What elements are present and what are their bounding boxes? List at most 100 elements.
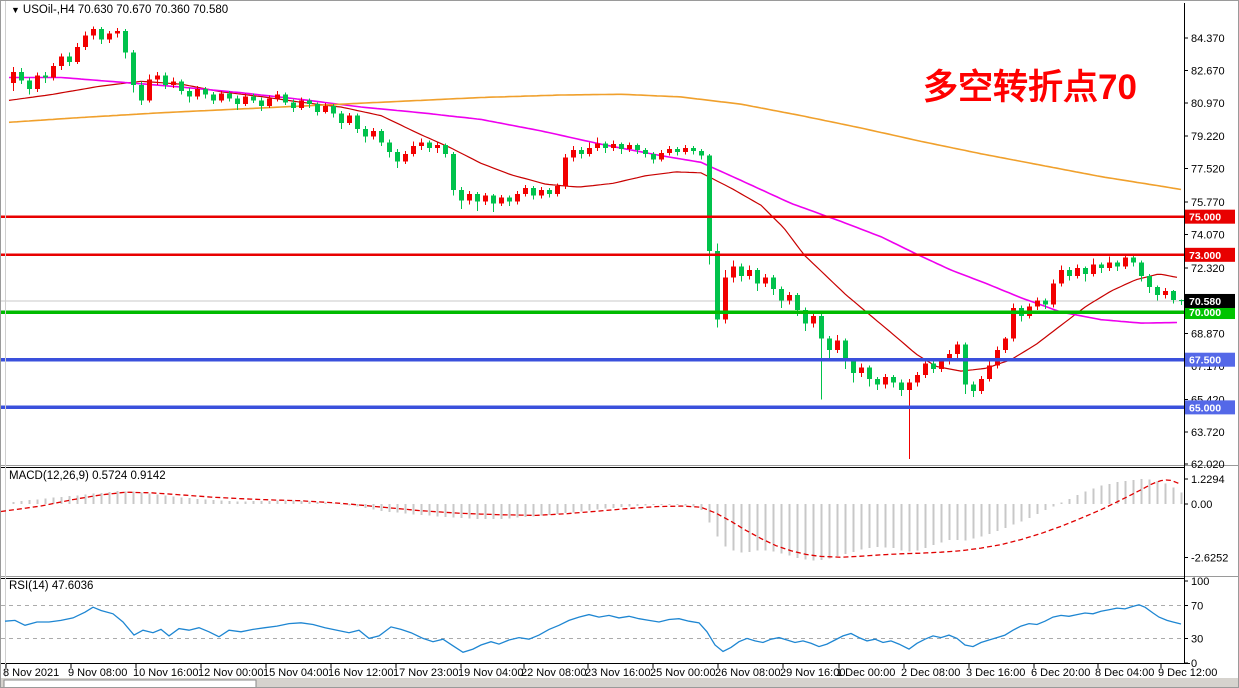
candle-body bbox=[19, 71, 24, 81]
price-tick-label: 68.870 bbox=[1191, 329, 1225, 341]
macd-tick-label: -2.6252 bbox=[1191, 552, 1228, 564]
time-label: 16 Nov 12:00 bbox=[328, 667, 393, 679]
candle-body bbox=[1099, 264, 1104, 269]
candle-body bbox=[427, 142, 432, 149]
candle-body bbox=[499, 197, 504, 204]
candle-body bbox=[1051, 283, 1056, 305]
bottom-strip bbox=[1, 678, 1238, 687]
candle-body bbox=[451, 153, 456, 190]
candle-body bbox=[843, 340, 848, 362]
candle-body bbox=[59, 56, 64, 67]
time-label: 3 Dec 16:00 bbox=[966, 667, 1025, 679]
candle-body bbox=[1067, 270, 1072, 276]
candle-body bbox=[931, 363, 936, 370]
candle-body bbox=[467, 193, 472, 201]
candle-body bbox=[547, 189, 552, 194]
time-label: 9 Nov 08:00 bbox=[68, 667, 127, 679]
candle-body bbox=[587, 148, 592, 154]
candle-body bbox=[419, 142, 424, 147]
time-axis[interactable]: 8 Nov 2021 9 Nov 08:00 10 Nov 16:00 12 Nov … bbox=[3, 664, 1217, 679]
candle-body bbox=[251, 96, 256, 101]
candle-body bbox=[987, 365, 992, 379]
candle-body bbox=[331, 106, 336, 114]
candle-body bbox=[123, 30, 128, 53]
candle-body bbox=[203, 88, 208, 95]
time-label: 25 Nov 00:00 bbox=[650, 667, 715, 679]
candle-body bbox=[1155, 287, 1160, 295]
candle-body bbox=[259, 100, 264, 107]
price-tag-65.000 bbox=[1185, 400, 1235, 415]
candle-body bbox=[1131, 257, 1136, 263]
candle-body bbox=[771, 277, 776, 290]
candle-body bbox=[387, 142, 392, 152]
price-tick-label: 80.970 bbox=[1191, 98, 1225, 110]
candle-body bbox=[899, 382, 904, 391]
candle-body bbox=[699, 150, 704, 156]
candle-body bbox=[1171, 291, 1176, 301]
price-tag-70.000 bbox=[1185, 305, 1235, 320]
chart-text-annotation[interactable]: 多空转折点70 bbox=[923, 68, 1137, 107]
candle-body bbox=[435, 145, 440, 149]
time-label: 17 Nov 23:00 bbox=[393, 667, 458, 679]
candle-body bbox=[563, 157, 568, 187]
main-panel[interactable] bbox=[1, 26, 1184, 459]
candle-body bbox=[507, 197, 512, 202]
candle-body bbox=[571, 149, 576, 158]
candle-body bbox=[163, 75, 168, 86]
macd-indicator-label: MACD(12,26,9) 0.5724 0.9142 bbox=[9, 470, 166, 482]
candle-body bbox=[883, 376, 888, 385]
candle-body bbox=[723, 277, 728, 320]
candle-body bbox=[459, 189, 464, 201]
candle-body bbox=[91, 28, 96, 36]
symbol-dropdown-icon[interactable]: ▼ bbox=[11, 5, 20, 15]
candle-body bbox=[1139, 262, 1144, 276]
candle-body bbox=[795, 294, 800, 311]
candle-body bbox=[355, 115, 360, 129]
candle-body bbox=[739, 266, 744, 276]
candle-body bbox=[307, 100, 312, 105]
rsi-line bbox=[4, 604, 1182, 654]
candle-body bbox=[1043, 300, 1048, 305]
candle-body bbox=[939, 361, 944, 370]
time-label: 15 Nov 04:00 bbox=[263, 667, 328, 679]
price-tag-73.000-label: 73.000 bbox=[1189, 250, 1221, 262]
macd-panel[interactable]: 1.2294 0.00 -2.6252 bbox=[1, 474, 1228, 564]
candle-body bbox=[1179, 300, 1184, 302]
candle-body bbox=[235, 98, 240, 105]
time-label: 19 Nov 04:00 bbox=[458, 667, 523, 679]
price-tick-label: 77.520 bbox=[1191, 164, 1225, 176]
price-axis[interactable]: 84.370 82.670 80.970 79.220 77.520 75.770 74.0… bbox=[1184, 33, 1235, 471]
candle-body bbox=[211, 94, 216, 101]
candle-body bbox=[675, 148, 680, 152]
price-tag-65.000-label: 65.000 bbox=[1189, 402, 1221, 414]
candle-body bbox=[1163, 291, 1168, 295]
candle-body bbox=[731, 266, 736, 278]
time-label: 12 Nov 00:00 bbox=[198, 667, 263, 679]
candle-body bbox=[283, 94, 288, 103]
candle-body bbox=[539, 189, 544, 196]
status-box[interactable] bbox=[3, 679, 257, 688]
candle-body bbox=[875, 378, 880, 385]
candle-body bbox=[715, 251, 720, 320]
candle-body bbox=[371, 130, 376, 137]
time-label: 23 Nov 16:00 bbox=[585, 667, 650, 679]
candle-body bbox=[747, 270, 752, 276]
candle-body bbox=[667, 148, 672, 153]
candle-body bbox=[1147, 275, 1152, 288]
candle-body bbox=[107, 33, 112, 40]
candle-body bbox=[955, 344, 960, 354]
price-tick-label: 84.370 bbox=[1191, 33, 1225, 45]
candle-body bbox=[411, 146, 416, 154]
candle-body bbox=[1083, 268, 1088, 274]
candle-body bbox=[867, 367, 872, 379]
candle-body bbox=[851, 361, 856, 374]
candle-body bbox=[595, 143, 600, 149]
candle-body bbox=[555, 186, 560, 194]
time-label: 9 Dec 12:00 bbox=[1158, 667, 1217, 679]
candle-body bbox=[1123, 257, 1128, 267]
rsi-panel[interactable]: 100 70 30 0 bbox=[1, 576, 1209, 670]
candle-body bbox=[803, 310, 808, 324]
candle-body bbox=[763, 277, 768, 284]
